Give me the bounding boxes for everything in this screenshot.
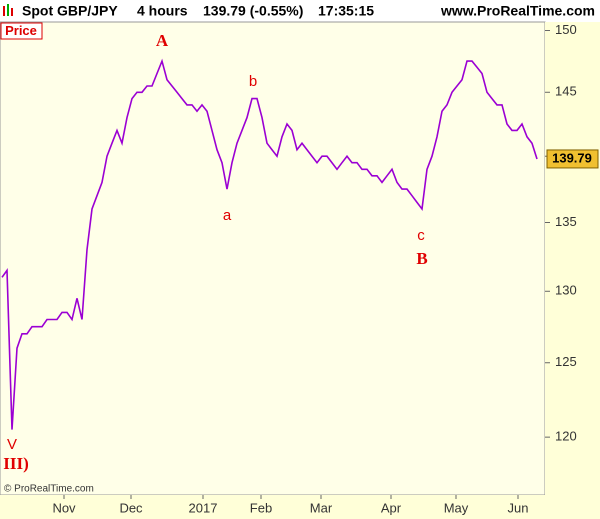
copyright: © ProRealTime.com bbox=[4, 484, 94, 495]
title: Spot GBP/JPY bbox=[22, 3, 118, 19]
x-tick-label: Mar bbox=[310, 500, 333, 515]
y-axis-bg bbox=[545, 22, 600, 495]
y-tick-label: 145 bbox=[555, 84, 577, 99]
x-tick-label: Apr bbox=[381, 500, 402, 515]
wave-label: V bbox=[7, 436, 17, 453]
panel-label-box bbox=[0, 22, 43, 40]
x-tick-label: May bbox=[444, 500, 469, 515]
y-tick-label: 130 bbox=[555, 283, 577, 298]
x-tick-label: Feb bbox=[250, 500, 272, 515]
y-tick-label: 150 bbox=[555, 22, 577, 37]
y-tick-label: 125 bbox=[555, 354, 577, 369]
y-tick-label: 135 bbox=[555, 214, 577, 229]
wave-label: c bbox=[417, 227, 425, 244]
panel-label: Price bbox=[5, 23, 37, 38]
x-axis-bg bbox=[0, 495, 600, 519]
last-price-badge bbox=[546, 149, 599, 169]
last-price: 139.79 bbox=[552, 150, 592, 165]
x-tick-label: Nov bbox=[52, 500, 76, 515]
wave-label: A bbox=[156, 31, 169, 50]
wave-label: b bbox=[249, 73, 257, 90]
price-line bbox=[1, 58, 538, 430]
wave-label: B bbox=[416, 249, 427, 268]
wave-label: a bbox=[223, 207, 232, 224]
plot-bg bbox=[0, 21, 546, 496]
x-tick-label: 2017 bbox=[189, 500, 218, 515]
header-bg bbox=[0, 0, 600, 22]
logo bbox=[3, 4, 13, 16]
timeframe: 4 hours bbox=[137, 3, 188, 19]
y-tick-label: 120 bbox=[555, 429, 577, 444]
x-tick-label: Dec bbox=[119, 500, 143, 515]
time: 17:35:15 bbox=[318, 3, 374, 19]
quote: 139.79 (-0.55%) bbox=[203, 3, 303, 19]
x-tick-label: Jun bbox=[508, 500, 529, 515]
site: www.ProRealTime.com bbox=[440, 3, 595, 19]
wave-label: III) bbox=[3, 454, 29, 473]
